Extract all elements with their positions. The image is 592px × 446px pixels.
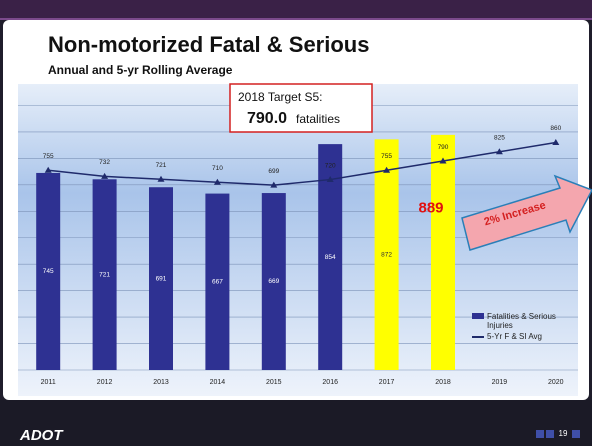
avg-value-label: 720 [325, 162, 336, 169]
x-tick-label: 2013 [153, 379, 169, 386]
x-tick-label: 2017 [379, 379, 395, 386]
title: Non-motorized Fatal & Serious [48, 32, 369, 57]
bar [431, 134, 455, 370]
x-tick-label: 2018 [435, 379, 451, 386]
legend-label: 5-Yr F & SI Avg [487, 332, 542, 341]
avg-marker [326, 176, 334, 183]
avg-value-label: 825 [494, 135, 505, 142]
avg-value-label: 790 [438, 144, 449, 151]
avg-value-label: 732 [99, 159, 110, 166]
nav-icon [546, 430, 554, 438]
page-number: 19 [559, 429, 568, 438]
legend: Fatalities & Serious Injuries 5-Yr F & S… [472, 312, 572, 343]
avg-line [48, 141, 556, 186]
x-tick-label: 2011 [41, 379, 56, 386]
bar [92, 179, 117, 370]
bar [36, 172, 61, 370]
avg-marker [495, 148, 503, 155]
target-label: 2018 Target S5: [238, 90, 323, 104]
bar-value-label: 889 [418, 199, 443, 216]
bar [261, 193, 286, 370]
avg-value-label: 755 [43, 153, 54, 160]
avg-marker [157, 175, 165, 182]
avg-value-label: 721 [156, 162, 167, 169]
x-tick-label: 2015 [266, 379, 282, 386]
footer-logo: ADOT [19, 427, 64, 444]
avg-value-label: 699 [268, 168, 279, 175]
avg-marker [270, 181, 278, 188]
bar [149, 187, 173, 370]
plot: 2011 745 2012 721 2013 691 2014 667 2015 669 2016 8… [18, 105, 578, 386]
legend-label: Fatalities & Serious Injuries [487, 312, 556, 330]
target-unit: fatalities [296, 112, 340, 126]
avg-marker [552, 139, 560, 146]
bar [205, 193, 230, 370]
bar-value-label: 745 [43, 268, 54, 275]
top-bar [0, 0, 592, 18]
avg-value-label: 710 [212, 165, 223, 172]
bar-value-label: 691 [156, 275, 167, 282]
legend-item: 5-Yr F & SI Avg [472, 332, 572, 341]
arrow [461, 174, 592, 251]
avg-marker [383, 166, 391, 173]
nav-icon [572, 430, 580, 438]
bar-value-label: 872 [381, 251, 392, 258]
x-tick-label: 2016 [322, 379, 338, 386]
subtitle: Annual and 5-yr Rolling Average [48, 63, 233, 77]
avg-marker [101, 172, 109, 179]
bar-value-label: 669 [268, 278, 279, 285]
bar-value-label: 721 [99, 271, 110, 278]
avg-marker [44, 166, 52, 173]
target-value: 790.0 [247, 110, 287, 127]
top-rule [0, 18, 592, 20]
legend-swatch [472, 313, 484, 319]
nav-icon [536, 430, 544, 438]
avg-marker [439, 157, 447, 164]
bar-value-label: 667 [212, 279, 223, 286]
x-tick-label: 2012 [97, 379, 113, 386]
x-tick-label: 2014 [210, 379, 226, 386]
bar [374, 139, 399, 370]
avg-value-label: 755 [381, 153, 392, 160]
x-tick-label: 2020 [548, 379, 564, 386]
x-tick-label: 2019 [492, 379, 508, 386]
avg-marker [213, 178, 221, 185]
bar-value-label: 854 [325, 254, 336, 261]
target-box [229, 83, 373, 133]
avg-value-label: 860 [550, 125, 561, 132]
footer-bar [0, 400, 592, 446]
legend-item: Fatalities & Serious Injuries [472, 312, 572, 330]
legend-swatch [472, 336, 484, 338]
